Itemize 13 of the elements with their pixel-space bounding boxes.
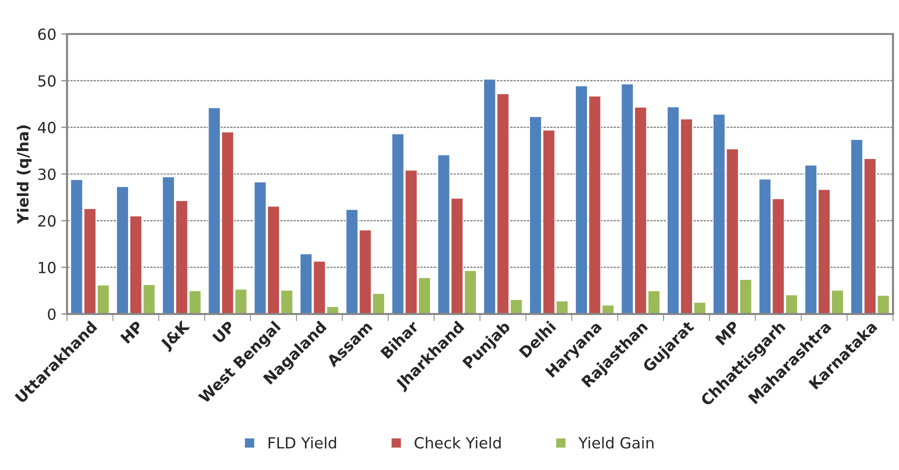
y-tick-label: 50: [38, 75, 56, 87]
x-tick-label: HP: [120, 320, 144, 344]
x-tick-label: UP: [212, 320, 236, 344]
y-tick-label: 40: [38, 122, 56, 134]
y-tick-label: 20: [38, 215, 56, 227]
legend-label: Yield Gain: [578, 436, 654, 449]
legend-label: FLD Yield: [268, 436, 336, 449]
y-tick-label: 30: [38, 168, 56, 180]
y-axis-title: Yield (q/ha): [16, 125, 32, 224]
y-tick-label: 10: [38, 262, 56, 274]
y-tick-label: 60: [38, 28, 56, 40]
legend-label: Check Yield: [414, 436, 501, 449]
y-tick-label: 0: [48, 308, 56, 320]
